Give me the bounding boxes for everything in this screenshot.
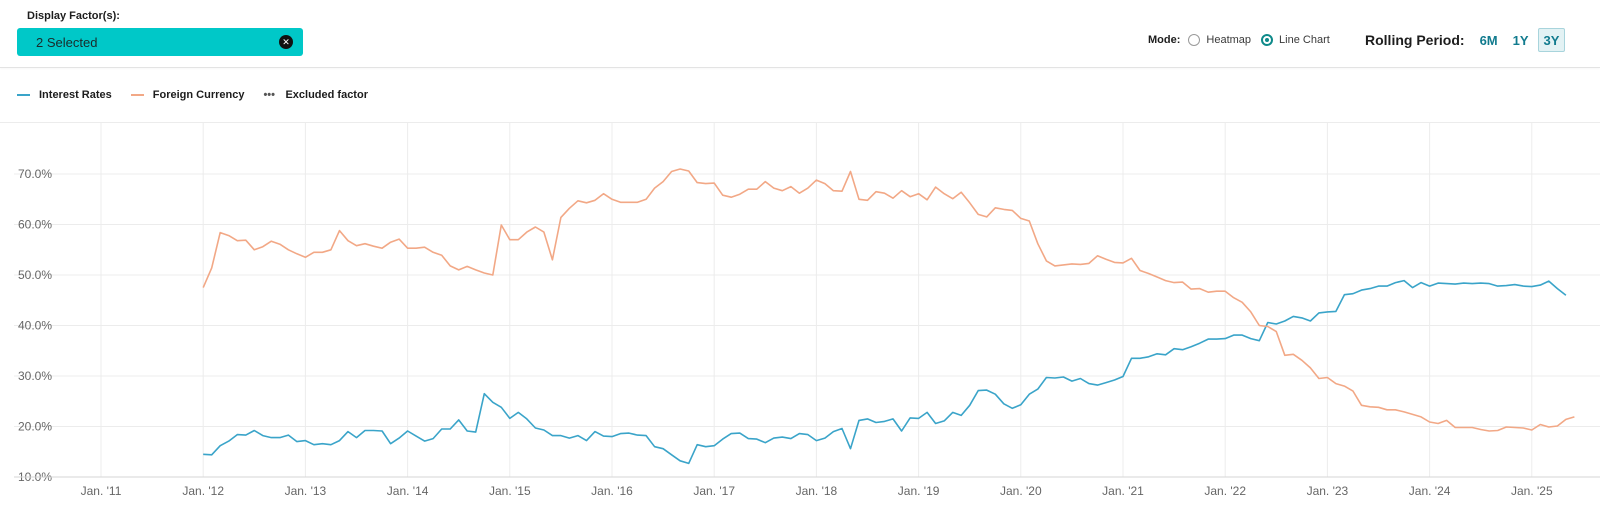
display-factor-label: Display Factor(s): — [27, 10, 120, 22]
x-tick-label: Jan. '17 — [693, 484, 735, 498]
period-6m-button[interactable]: 6M — [1479, 33, 1498, 48]
x-tick-label: Jan. '23 — [1307, 484, 1349, 498]
series-line-foreign-currency — [202, 168, 1575, 432]
x-tick-label: Jan. '12 — [182, 484, 224, 498]
x-tick-label: Jan. '19 — [898, 484, 940, 498]
line-chart-radio-label[interactable]: Line Chart — [1279, 34, 1330, 46]
mode-toggle-group: Mode: Heatmap Line Chart — [1148, 32, 1340, 48]
x-tick-label: Jan. '25 — [1511, 484, 1553, 498]
dotted-line-icon: ••• — [263, 89, 276, 101]
period-1y-button[interactable]: 1Y — [1512, 33, 1529, 48]
x-tick-label: Jan. '16 — [591, 484, 633, 498]
y-tick-label: 50.0% — [18, 268, 52, 282]
y-tick-label: 30.0% — [18, 369, 52, 383]
heatmap-radio[interactable] — [1188, 34, 1201, 46]
x-tick-label: Jan. '13 — [285, 484, 327, 498]
clear-selection-icon[interactable]: ✕ — [279, 35, 293, 49]
x-tick-label: Jan. '20 — [1000, 484, 1042, 498]
line-chart: 70.0% 60.0% 50.0% 40.0% 30.0% 20.0% 10.0% Jan. … — [0, 123, 1600, 526]
display-factor-value: 2 Selected — [36, 35, 98, 50]
line-chart-radio[interactable] — [1261, 34, 1274, 46]
toolbar: Display Factor(s): 2 Selected ✕ Mode: He… — [0, 0, 1600, 68]
chart-legend: Interest Rates Foreign Currency ••• Excl… — [17, 87, 387, 103]
series-line-interest-rates — [203, 279, 1567, 465]
display-factor-select[interactable]: 2 Selected ✕ — [17, 28, 303, 56]
legend-item-interest-rates[interactable]: Interest Rates — [17, 89, 112, 101]
legend-swatch-foreign-currency — [130, 94, 144, 96]
x-tick-label: Jan. '15 — [489, 484, 531, 498]
x-tick-label: Jan. '11 — [81, 484, 122, 498]
x-tick-label: Jan. '18 — [796, 484, 838, 498]
legend-label-excluded-factor: Excluded factor — [285, 89, 368, 101]
divider — [0, 122, 1600, 123]
x-tick-label: Jan. '14 — [387, 484, 429, 498]
x-tick-label: Jan. '22 — [1204, 484, 1246, 498]
y-tick-label: 70.0% — [18, 167, 52, 181]
y-tick-label: 60.0% — [18, 218, 52, 232]
line-chart-svg: 70.0%60.0%50.0%40.0%30.0%20.0%10.0%Jan. … — [14, 123, 1600, 498]
y-tick-label: 20.0% — [18, 420, 52, 434]
legend-label-interest-rates: Interest Rates — [39, 89, 112, 101]
legend-item-excluded-factor[interactable]: ••• Excluded factor — [263, 89, 368, 101]
rolling-period-group: Rolling Period: 6M 1Y 3Y — [1365, 28, 1566, 52]
heatmap-radio-label[interactable]: Heatmap — [1206, 34, 1252, 46]
rolling-period-label: Rolling Period: — [1365, 32, 1465, 48]
mode-label: Mode: — [1148, 34, 1181, 46]
legend-item-foreign-currency[interactable]: Foreign Currency — [130, 89, 245, 101]
x-tick-label: Jan. '21 — [1102, 484, 1144, 498]
x-tick-label: Jan. '24 — [1409, 484, 1451, 498]
legend-swatch-interest-rates — [17, 94, 30, 96]
y-tick-label: 40.0% — [18, 319, 52, 333]
legend-label-foreign-currency: Foreign Currency — [152, 89, 245, 101]
period-3y-button[interactable]: 3Y — [1537, 28, 1566, 52]
